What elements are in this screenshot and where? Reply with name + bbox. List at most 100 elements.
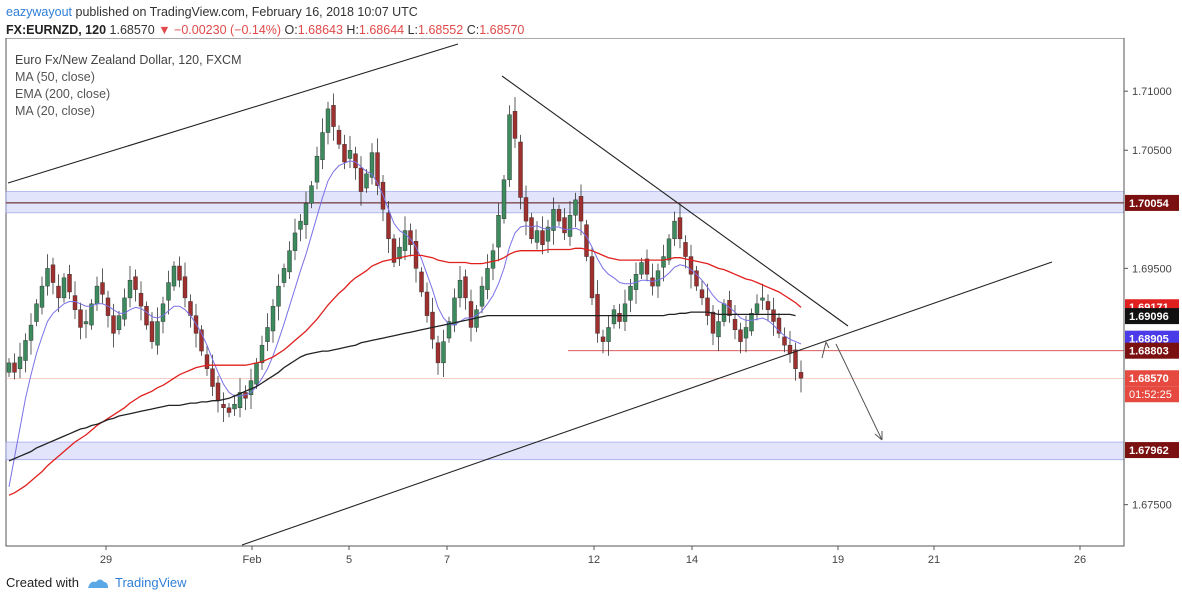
candle xyxy=(331,93,336,141)
candle xyxy=(270,299,276,343)
candle xyxy=(765,294,771,322)
candle xyxy=(6,358,12,378)
candle xyxy=(639,257,644,280)
svg-text:1.68905: 1.68905 xyxy=(1129,334,1169,346)
tradingview-link[interactable]: TradingView xyxy=(114,575,187,590)
candle xyxy=(45,254,50,296)
candle xyxy=(56,274,61,313)
candle xyxy=(358,156,364,206)
candle xyxy=(171,261,177,291)
author-link[interactable]: eazywayout xyxy=(6,5,73,19)
candle xyxy=(237,378,243,418)
candle xyxy=(441,329,446,378)
candle xyxy=(276,274,281,321)
candle xyxy=(34,299,39,327)
upper-channel-line[interactable] xyxy=(7,43,459,184)
candle xyxy=(397,237,402,267)
candle xyxy=(177,256,182,288)
candle xyxy=(138,281,144,321)
candle xyxy=(61,273,67,303)
open-value: 1.68643 xyxy=(297,23,343,37)
candle xyxy=(705,283,710,326)
candle xyxy=(540,216,545,255)
candle xyxy=(303,191,309,239)
candle xyxy=(595,280,600,343)
candle xyxy=(661,244,666,282)
candle xyxy=(430,297,435,349)
x-tick-label: 21 xyxy=(928,554,940,566)
candle xyxy=(155,307,160,355)
candle xyxy=(210,354,215,396)
candle xyxy=(67,264,72,300)
candle xyxy=(204,345,210,376)
candle xyxy=(424,282,430,323)
y-tick-label: 1.67500 xyxy=(1132,500,1172,512)
candle xyxy=(28,313,34,355)
candle xyxy=(738,322,743,354)
candle xyxy=(760,283,765,310)
candle xyxy=(628,279,633,313)
candle xyxy=(694,266,699,291)
x-tick-label: 7 xyxy=(444,554,450,566)
x-tick-label: 12 xyxy=(588,554,600,566)
x-tick-label: Feb xyxy=(243,554,262,566)
price-label: 1.68905 xyxy=(1125,330,1179,347)
candle xyxy=(573,192,578,228)
candle xyxy=(83,309,89,339)
candle xyxy=(325,101,331,145)
candle xyxy=(622,289,628,331)
candle xyxy=(320,118,325,170)
candle xyxy=(446,316,452,343)
low-label: L: xyxy=(407,23,419,37)
candle xyxy=(551,197,556,245)
candle xyxy=(116,310,122,335)
candle xyxy=(39,276,45,315)
candle xyxy=(391,234,397,268)
candle xyxy=(650,263,655,296)
candle xyxy=(562,208,567,241)
legend-title: Euro Fx/New Zealand Dollar, 120, FXCM xyxy=(15,53,242,67)
zone-band xyxy=(5,441,1125,461)
candle xyxy=(683,235,688,269)
svg-text:1.70054: 1.70054 xyxy=(1129,198,1170,210)
legend-ma20[interactable]: MA (20, close) xyxy=(15,104,95,118)
chart-legend: Euro Fx/New Zealand Dollar, 120, FXCM MA… xyxy=(15,52,241,120)
candle xyxy=(314,146,320,190)
legend-ma50[interactable]: MA (50, close) xyxy=(15,70,95,84)
candle xyxy=(298,214,303,242)
candle xyxy=(12,353,17,380)
x-tick-label: 26 xyxy=(1074,554,1086,566)
ascending-support-line[interactable] xyxy=(241,261,1053,546)
candle xyxy=(496,203,501,262)
candle xyxy=(259,335,265,370)
candle xyxy=(672,211,677,246)
candle xyxy=(523,185,529,236)
candle xyxy=(199,325,204,356)
candle xyxy=(292,218,298,261)
price-label: 1.68570 xyxy=(1125,370,1179,387)
candle xyxy=(166,270,171,315)
legend-ema200[interactable]: EMA (200, close) xyxy=(15,87,111,101)
tradingview-logo-icon xyxy=(87,579,108,588)
price-axis: 1.675001.695001.705001.710001.700541.691… xyxy=(1124,86,1179,512)
candle xyxy=(793,342,798,381)
descending-trendline[interactable] xyxy=(501,75,849,327)
x-tick-label: 5 xyxy=(346,554,352,566)
indicator-lines-layer xyxy=(8,160,802,496)
candle xyxy=(353,146,358,180)
candle xyxy=(512,97,518,148)
candle xyxy=(507,105,512,187)
candle xyxy=(457,266,463,308)
candle xyxy=(743,315,749,353)
candle xyxy=(644,249,650,282)
plot-area[interactable] xyxy=(5,38,1125,547)
candle xyxy=(710,304,716,346)
candle xyxy=(771,297,776,336)
y-tick-label: 1.69500 xyxy=(1132,263,1172,275)
bar-countdown: 01:52:25 xyxy=(1125,386,1179,403)
publish-line: eazywayout published on TradingView.com,… xyxy=(6,3,524,21)
high-value: 1.68644 xyxy=(358,23,405,37)
ohlc-line: FX:EURNZD, 120 1.68570 ▼ −0.00230 (−0.14… xyxy=(6,21,524,39)
candle xyxy=(23,333,28,373)
price-chart[interactable]: 1.675001.695001.705001.710001.700541.691… xyxy=(0,38,1182,573)
